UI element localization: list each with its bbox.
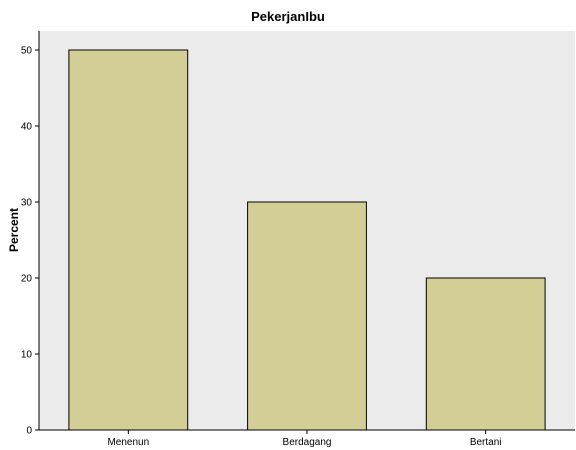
y-tick-label: 40 [21, 122, 33, 133]
chart-title: PekerjanIbu [251, 9, 325, 24]
x-tick-label: Berdagang [283, 437, 332, 448]
y-axis-label: Percent [7, 208, 21, 252]
y-tick-label: 0 [26, 426, 32, 437]
x-axis: Menenun Berdagang Bertani [107, 430, 502, 448]
bar-menenun [68, 49, 189, 431]
bar-bertani [425, 277, 546, 431]
y-tick-label: 20 [21, 274, 33, 285]
bar-berdagang [247, 201, 367, 431]
y-tick-label: 50 [21, 46, 33, 57]
y-tick-label: 10 [21, 350, 33, 361]
y-tick-label: 30 [21, 198, 33, 209]
x-tick-label: Bertani [470, 437, 502, 448]
y-axis: 0 10 20 30 40 50 [21, 46, 39, 437]
x-tick-label: Menenun [107, 437, 149, 448]
bars-group [68, 49, 546, 431]
